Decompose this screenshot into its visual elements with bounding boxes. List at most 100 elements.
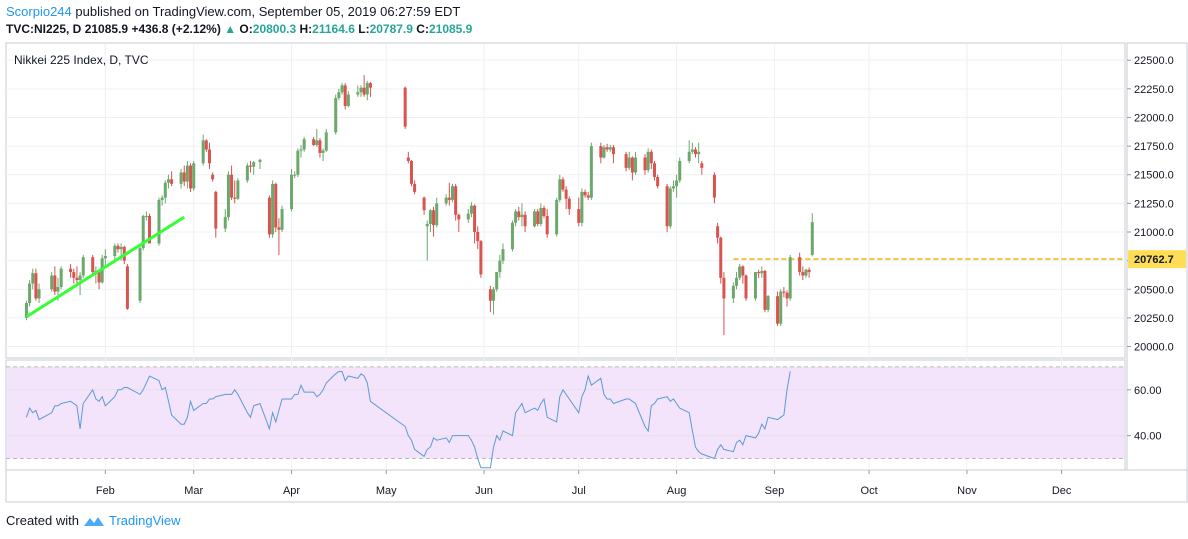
candle-body	[634, 157, 638, 173]
candle-body	[81, 257, 85, 276]
candle-body	[182, 172, 186, 182]
candle-body	[700, 163, 704, 168]
close-label: C:	[416, 22, 429, 36]
candle-body	[542, 207, 546, 216]
candle-body	[555, 199, 559, 235]
x-tick-label: Jul	[572, 485, 586, 497]
candle-body	[766, 296, 770, 310]
candle-body	[179, 172, 183, 184]
candle-body	[103, 256, 107, 259]
x-tick-label: Oct	[861, 485, 878, 497]
candle-body	[567, 198, 571, 210]
candle-body	[267, 197, 271, 235]
candle-body	[277, 227, 281, 230]
x-tick-label: Jun	[475, 485, 493, 497]
candle-body	[801, 272, 805, 276]
author-link[interactable]: Scorpio244	[6, 4, 72, 19]
candle-body	[72, 272, 76, 278]
candle-body	[226, 174, 230, 218]
candle-body	[252, 162, 256, 167]
candle-body	[454, 186, 458, 215]
candle-body	[444, 197, 448, 204]
ohlc-header: TVC:NI225, D 21085.9 +436.8 (+2.12%) ▲ O…	[6, 22, 472, 36]
candle-body	[539, 207, 543, 224]
candle-body	[189, 165, 193, 189]
candle-body	[116, 245, 120, 250]
candle-body	[258, 159, 262, 163]
x-tick-label: Sep	[765, 485, 785, 497]
candle-body	[447, 197, 451, 200]
candle-body	[207, 149, 211, 164]
candle-body	[425, 223, 429, 227]
candle-body	[627, 157, 631, 168]
candle-body	[50, 275, 54, 290]
candle-body	[589, 146, 593, 198]
candle-body	[166, 179, 170, 183]
candle-body	[185, 165, 189, 182]
candle-body	[236, 180, 240, 199]
candle-body	[804, 269, 808, 276]
candle-body	[668, 188, 672, 227]
candle-body	[324, 132, 328, 151]
candle-body	[318, 140, 322, 153]
candle-body	[741, 266, 745, 276]
open-label: O:	[239, 22, 253, 36]
y-tick-label: 21250.0	[1134, 198, 1174, 210]
x-tick-label: Aug	[667, 485, 687, 497]
candle-body	[738, 266, 742, 278]
candle-body	[53, 275, 57, 292]
y-tick-label: 22000.0	[1134, 112, 1174, 124]
open-value: 20800.3	[252, 22, 297, 36]
y-tick-label: 22250.0	[1134, 84, 1174, 96]
rsi-line	[25, 371, 791, 469]
candle-body	[501, 249, 505, 261]
candle-body	[492, 289, 496, 301]
candle-body	[334, 97, 338, 133]
price-chart-title: Nikkei 225 Index, D, TVC	[14, 53, 149, 67]
candle-body	[315, 140, 319, 145]
candle-body	[671, 186, 675, 189]
candle-body	[125, 266, 129, 309]
tradingview-brand[interactable]: TradingView	[108, 513, 181, 528]
candle-body	[69, 268, 73, 273]
y-tick-label: 22500.0	[1134, 55, 1174, 67]
candle-body	[599, 146, 603, 158]
candle-body	[488, 289, 492, 301]
candle-body	[533, 211, 537, 227]
candle-body	[163, 182, 167, 198]
candle-body	[299, 149, 303, 151]
candle-body	[495, 272, 499, 290]
candle-body	[290, 174, 294, 210]
candle-body	[34, 273, 38, 299]
candle-body	[760, 270, 764, 274]
y-tick-label: 20000.0	[1134, 342, 1174, 354]
candle-body	[223, 217, 227, 229]
candle-body	[119, 246, 123, 250]
low-value: 20787.9	[369, 22, 413, 36]
footer: Created with TradingView	[6, 513, 181, 528]
candle-body	[148, 215, 152, 244]
candle-body	[479, 241, 483, 275]
candle-body	[138, 248, 142, 301]
candle-body	[580, 191, 584, 223]
candle-body	[476, 232, 480, 242]
publish-info: Scorpio244 published on TradingView.com,…	[6, 4, 460, 19]
candle-body	[716, 226, 720, 238]
candle-body	[56, 286, 60, 292]
candle-body	[735, 277, 739, 286]
candle-body	[31, 273, 35, 284]
candle-body	[665, 186, 669, 227]
candle-body	[144, 215, 148, 217]
candle-body	[302, 139, 306, 150]
candle-body	[608, 147, 612, 150]
change-value: +436.8 (+2.12%)	[131, 22, 221, 36]
x-tick-label: Mar	[184, 485, 203, 497]
candle-body	[602, 147, 606, 158]
candle-body	[321, 150, 325, 153]
candle-body	[510, 222, 514, 250]
uptrend-line[interactable]	[25, 215, 186, 319]
candle-body	[624, 154, 628, 168]
candle-body	[469, 205, 473, 214]
candle-body	[28, 283, 32, 304]
